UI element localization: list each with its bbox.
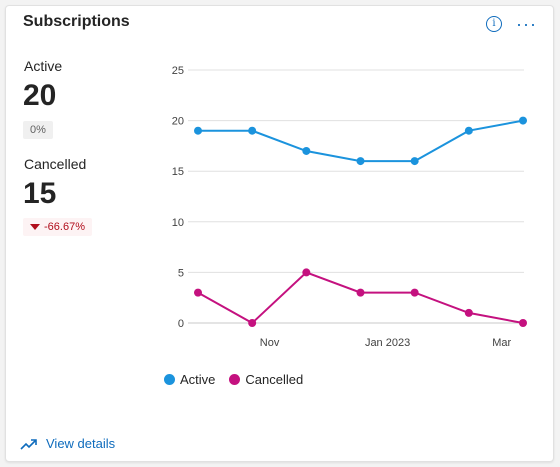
view-details-label: View details <box>46 436 116 451</box>
active-label: Active <box>24 58 63 74</box>
subscriptions-line-chart: 0 5 10 15 20 25 Nov Jan 2023 Mar <box>172 65 527 349</box>
data-point-cancelled <box>464 308 473 317</box>
active-value: 20 <box>23 79 57 112</box>
chart-legend: Active Cancelled <box>164 372 303 387</box>
data-point-active <box>519 116 527 125</box>
y-tick-label: 5 <box>178 267 184 279</box>
y-tick-label: 10 <box>172 217 184 229</box>
y-tick-label: 0 <box>178 318 184 330</box>
data-point-active <box>194 126 202 135</box>
y-tick-label: 20 <box>172 116 184 128</box>
legend-label-active: Active <box>180 372 216 387</box>
data-point-cancelled <box>194 288 202 297</box>
series-line-cancelled <box>197 271 524 325</box>
legend-item-active[interactable]: Active <box>164 372 215 387</box>
legend-label-cancelled: Cancelled <box>245 372 304 387</box>
active-delta: 0% <box>30 124 46 136</box>
card-title: Subscriptions <box>23 13 130 30</box>
down-arrow-icon <box>30 224 40 230</box>
x-tick-label: Jan 2023 <box>365 337 410 349</box>
subscriptions-card: Subscriptions i ··· Active 20 0% Cancell… <box>5 5 554 462</box>
more-options-icon[interactable]: ··· <box>516 14 537 34</box>
data-point-active <box>464 126 473 135</box>
cancelled-delta-badge: -66.67% <box>23 218 92 236</box>
active-delta-badge: 0% <box>23 121 53 139</box>
x-tick-label: Mar <box>492 337 511 349</box>
series-line-active <box>198 119 524 163</box>
x-tick-label: Nov <box>260 337 280 349</box>
data-point-cancelled <box>519 319 527 327</box>
y-tick-label: 25 <box>172 65 184 77</box>
legend-item-cancelled[interactable]: Cancelled <box>229 372 303 387</box>
cancelled-value: 15 <box>23 177 57 210</box>
data-point-cancelled <box>410 288 419 297</box>
view-details-link[interactable]: View details <box>20 436 115 451</box>
data-point-active <box>356 157 365 166</box>
card-header-actions: i ··· <box>486 14 537 34</box>
cancelled-delta: -66.67% <box>44 221 85 233</box>
data-point-cancelled <box>302 268 311 277</box>
legend-swatch-active <box>164 374 175 385</box>
cancelled-label: Cancelled <box>24 156 87 172</box>
trend-icon <box>20 438 37 450</box>
data-point-cancelled <box>248 319 257 327</box>
info-icon[interactable]: i <box>486 16 503 32</box>
data-point-active <box>410 157 419 166</box>
y-tick-label: 15 <box>172 166 184 178</box>
data-point-active <box>302 146 311 155</box>
data-point-active <box>248 126 257 135</box>
legend-swatch-cancelled <box>229 374 241 385</box>
data-point-cancelled <box>356 288 365 297</box>
